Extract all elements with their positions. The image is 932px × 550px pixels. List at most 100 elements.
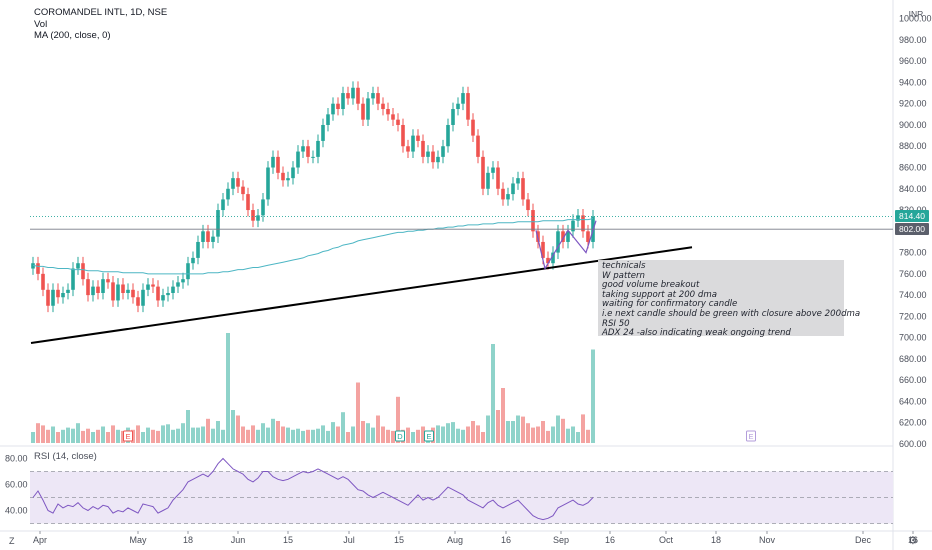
volume-bar [386, 429, 390, 443]
volume-bar [81, 430, 85, 443]
volume-bar [336, 426, 340, 443]
volume-bar [61, 429, 65, 443]
candle-body [231, 178, 235, 189]
volume-bar [206, 418, 210, 443]
volume-legend[interactable]: Vol [34, 19, 48, 30]
volume-bar [591, 349, 595, 443]
candle-body [221, 199, 225, 211]
candle-body [211, 236, 215, 242]
volume-bar [261, 423, 265, 443]
candle-body [101, 279, 105, 293]
candle-body [351, 87, 355, 99]
volume-bar [466, 426, 470, 443]
candle-body [246, 194, 250, 211]
volume-bar [116, 429, 120, 443]
candle-body [321, 124, 325, 141]
volume-bar [331, 422, 335, 443]
candle-body [286, 178, 290, 181]
volume-bar [476, 425, 480, 443]
candle-body [106, 279, 110, 283]
ma200-line [32, 218, 594, 275]
candle-body [176, 282, 180, 287]
candle-body [391, 114, 395, 120]
x-tick-label: 15 [394, 535, 404, 545]
settings-gear-icon[interactable]: ⚙ [908, 535, 918, 547]
note-line: good volume breakout [602, 280, 700, 291]
volume-bar [411, 432, 415, 443]
candle-body [431, 151, 435, 163]
candle-body [226, 188, 230, 200]
candle-body [236, 178, 240, 187]
volume-bar [536, 426, 540, 443]
candle-body [561, 231, 565, 242]
ma-legend[interactable]: MA (200, close, 0) [34, 30, 111, 41]
volume-bar [186, 410, 190, 443]
volume-bar [396, 396, 400, 443]
candle-body [171, 286, 175, 293]
candle-body [266, 167, 270, 200]
candle-body [56, 289, 60, 298]
w-pattern-drawing [535, 220, 597, 271]
event-marker-label: D [397, 432, 403, 441]
candle-body [41, 273, 45, 290]
volume-bar [346, 432, 350, 443]
candle-body [576, 215, 580, 221]
candle-body [281, 172, 285, 181]
candle-body [361, 103, 365, 120]
candle-body [186, 263, 190, 280]
candle-body [341, 93, 345, 110]
rsi-legend[interactable]: RSI (14, close) [34, 451, 97, 462]
volume-bar [501, 388, 505, 443]
candle-body [161, 295, 165, 301]
candle-body [481, 156, 485, 189]
candle-body [516, 178, 520, 184]
volume-bar [196, 427, 200, 443]
volume-bar [371, 427, 375, 443]
volume-bar [481, 432, 485, 443]
volume-bar [171, 429, 175, 443]
volume-bar [356, 382, 360, 443]
volume-bar [86, 428, 90, 443]
candle-body [116, 284, 120, 301]
symbol-title[interactable]: COROMANDEL INTL, 1D, NSE [34, 7, 168, 18]
event-marker [424, 430, 434, 442]
candle-body [86, 279, 90, 296]
candle-body [436, 156, 440, 163]
volume-bar [546, 430, 550, 443]
volume-bar [156, 430, 160, 443]
candle-body [331, 103, 335, 115]
volume-bar [91, 432, 95, 443]
volume-bar [321, 425, 325, 443]
volume-bar [136, 425, 140, 443]
volume-bar [506, 421, 510, 443]
candle-body [336, 103, 340, 110]
volume-bar [36, 423, 40, 443]
candle-body [216, 210, 220, 237]
volume-bar [581, 414, 585, 443]
rsi-level-label: 60.00 [5, 480, 28, 490]
x-tick-label: 16 [908, 535, 918, 545]
candle-body [196, 241, 200, 258]
volume-bar [576, 432, 580, 443]
volume-bar [106, 432, 110, 443]
volume-bar [291, 429, 295, 443]
candle-body [276, 156, 280, 173]
candle-body [526, 199, 530, 211]
x-tick-label: Aug [447, 535, 463, 545]
candle-body [36, 263, 40, 274]
candle-body [416, 135, 420, 141]
volume-bar [286, 427, 290, 443]
candle-body [141, 289, 145, 306]
x-tick-label: Oct [659, 535, 674, 545]
candle-body [206, 231, 210, 242]
volume-bar [276, 421, 280, 443]
volume-bar [166, 424, 170, 443]
volume-bar [236, 415, 240, 443]
volume-bar [451, 422, 455, 443]
analysis-note[interactable]: technicals W pattern good volume breakou… [598, 260, 860, 338]
candle-body [296, 151, 300, 168]
x-tick-label: Dec [855, 535, 872, 545]
volume-bar [571, 426, 575, 443]
timezone-button[interactable]: Z [9, 536, 15, 546]
